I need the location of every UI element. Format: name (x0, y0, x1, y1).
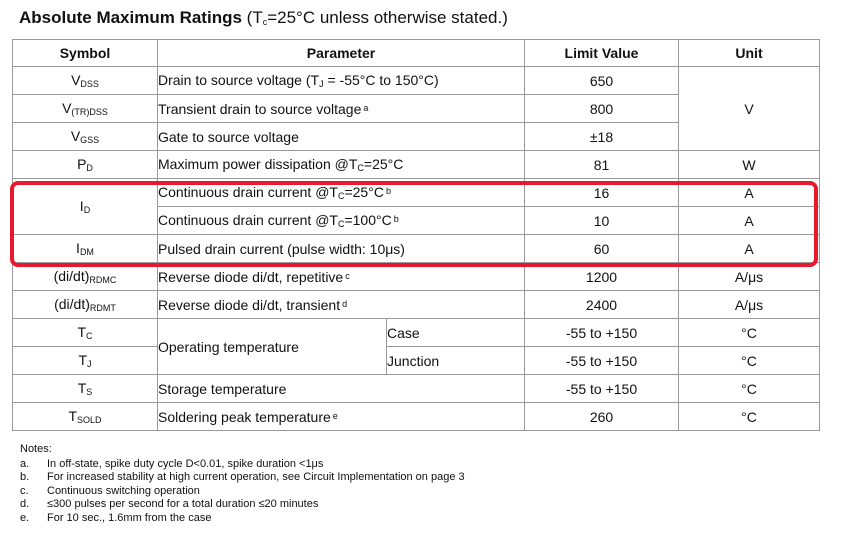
value-cell: 10 (524, 206, 679, 235)
value-cell: 81 (524, 150, 679, 179)
value-cell: -55 to +150 (524, 374, 679, 403)
value-cell: -55 to +150 (524, 318, 679, 347)
symbol-cell: (di/dt)RDMC (12, 262, 158, 291)
header-limit-value: Limit Value (524, 39, 679, 67)
notes-section: Notes: a. In off-state, spike duty cycle … (20, 443, 465, 525)
unit-cell: °C (678, 374, 820, 403)
title-main: Absolute Maximum Ratings (19, 8, 242, 27)
table-row: TJ Junction -55 to +150 °C (12, 346, 820, 375)
unit-cell: A (678, 206, 820, 235)
table-row: TSOLD Soldering peak temperature e 260 °C (12, 402, 820, 431)
parameter-cell: Continuous drain current @TC=25°C b (157, 178, 525, 207)
note-item: d. ≤300 pulses per second for a total dur… (20, 498, 319, 510)
footnote-ref: c (345, 270, 350, 281)
symbol-cell: IDM (12, 234, 158, 263)
note-item: b. For increased stability at high curren… (20, 471, 465, 483)
parameter-cell: Pulsed drain current (pulse width: 10μs) (157, 234, 525, 263)
ratings-table: Symbol Parameter Limit Value Unit VDSS D… (12, 39, 820, 431)
footnote-ref: e (332, 410, 338, 421)
header-parameter: Parameter (157, 39, 525, 67)
table-row: VGSS Gate to source voltage ±18 (12, 122, 820, 151)
sub-parameter-cell: Case (386, 318, 525, 347)
value-cell: 650 (524, 66, 679, 95)
note-item: c. Continuous switching operation (20, 484, 200, 497)
unit-cell: °C (678, 346, 820, 375)
symbol-cell: VDSS (12, 66, 158, 95)
parameter-cell: Continuous drain current @TC=100°C b (157, 206, 525, 235)
value-cell: ±18 (524, 122, 679, 151)
parameter-cell: Gate to source voltage (157, 122, 525, 151)
symbol-cell: TC (12, 318, 158, 347)
unit-cell: A (678, 234, 820, 263)
unit-cell: A (678, 178, 820, 207)
value-cell: -55 to +150 (524, 346, 679, 375)
parameter-cell: Maximum power dissipation @TC=25°C (157, 150, 525, 179)
unit-cell: A/μs (678, 290, 820, 319)
table-row: ID Continuous drain current @TC=25°C b 16… (12, 178, 820, 235)
unit-cell: W (678, 150, 820, 179)
value-cell: 1200 (524, 262, 679, 291)
title-condition: (Tc=25°C unless otherwise stated.) (246, 8, 508, 27)
table-row: VDSS Drain to source voltage (TJ = -55°C… (12, 66, 820, 151)
symbol-cell: TS (12, 374, 158, 403)
value-cell: 2400 (524, 290, 679, 319)
table-row: Continuous drain current @TC=100°C b 10 A (13, 206, 820, 235)
header-symbol: Symbol (12, 39, 158, 67)
note-item: a. In off-state, spike duty cycle D<0.01,… (20, 457, 324, 470)
table-row: IDM Pulsed drain current (pulse width: 1… (12, 234, 820, 263)
symbol-cell: VGSS (12, 122, 158, 151)
unit-cell: A/μs (678, 262, 820, 291)
symbol-cell: V(TR)DSS (12, 94, 158, 123)
footnote-ref: d (342, 298, 348, 309)
value-cell: 16 (524, 178, 679, 207)
value-cell: 260 (524, 402, 679, 431)
parameter-cell: Storage temperature (157, 374, 525, 403)
parameter-cell: Transient drain to source voltage a (157, 94, 525, 123)
table-row: TC Operating temperature Case -55 to +15… (12, 318, 820, 375)
symbol-cell: TSOLD (12, 402, 158, 431)
parameter-cell: Reverse diode di/dt, repetitive c (157, 262, 525, 291)
section-title: Absolute Maximum Ratings (Tc=25°C unless… (19, 8, 508, 28)
footnote-ref: b (385, 186, 391, 196)
table-header-row: Symbol Parameter Limit Value Unit (12, 39, 820, 67)
footnote-ref: a (363, 102, 369, 113)
parameter-cell: Operating temperature (157, 318, 387, 375)
table-row: V(TR)DSS Transient drain to source volta… (12, 94, 820, 123)
parameter-cell: Soldering peak temperature e (157, 402, 525, 431)
value-cell: 60 (524, 234, 679, 263)
symbol-cell: TJ (12, 346, 158, 375)
table-row: (di/dt)RDMC Reverse diode di/dt, repetit… (12, 262, 820, 291)
parameter-cell: Reverse diode di/dt, transient d (157, 290, 525, 319)
unit-cell: V (678, 66, 820, 151)
notes-header: Notes: (20, 443, 52, 455)
symbol-cell: (di/dt)RDMT (12, 290, 158, 319)
value-cell: 800 (524, 94, 679, 123)
unit-cell: °C (678, 402, 820, 431)
note-item: e. For 10 sec., 1.6mm from the case (20, 511, 212, 524)
table-row: PD Maximum power dissipation @TC=25°C 81… (12, 150, 820, 179)
parameter-cell: Drain to source voltage (TJ = -55°C to 1… (157, 66, 525, 95)
table-row: (di/dt)RDMT Reverse diode di/dt, transie… (12, 290, 820, 319)
symbol-cell: PD (12, 150, 158, 179)
sub-parameter-cell: Junction (386, 346, 525, 375)
table-row: TS Storage temperature -55 to +150 °C (12, 374, 820, 403)
footnote-ref: b (393, 214, 399, 224)
unit-cell: °C (678, 318, 820, 347)
symbol-cell: ID (12, 178, 158, 235)
header-unit: Unit (678, 39, 820, 67)
